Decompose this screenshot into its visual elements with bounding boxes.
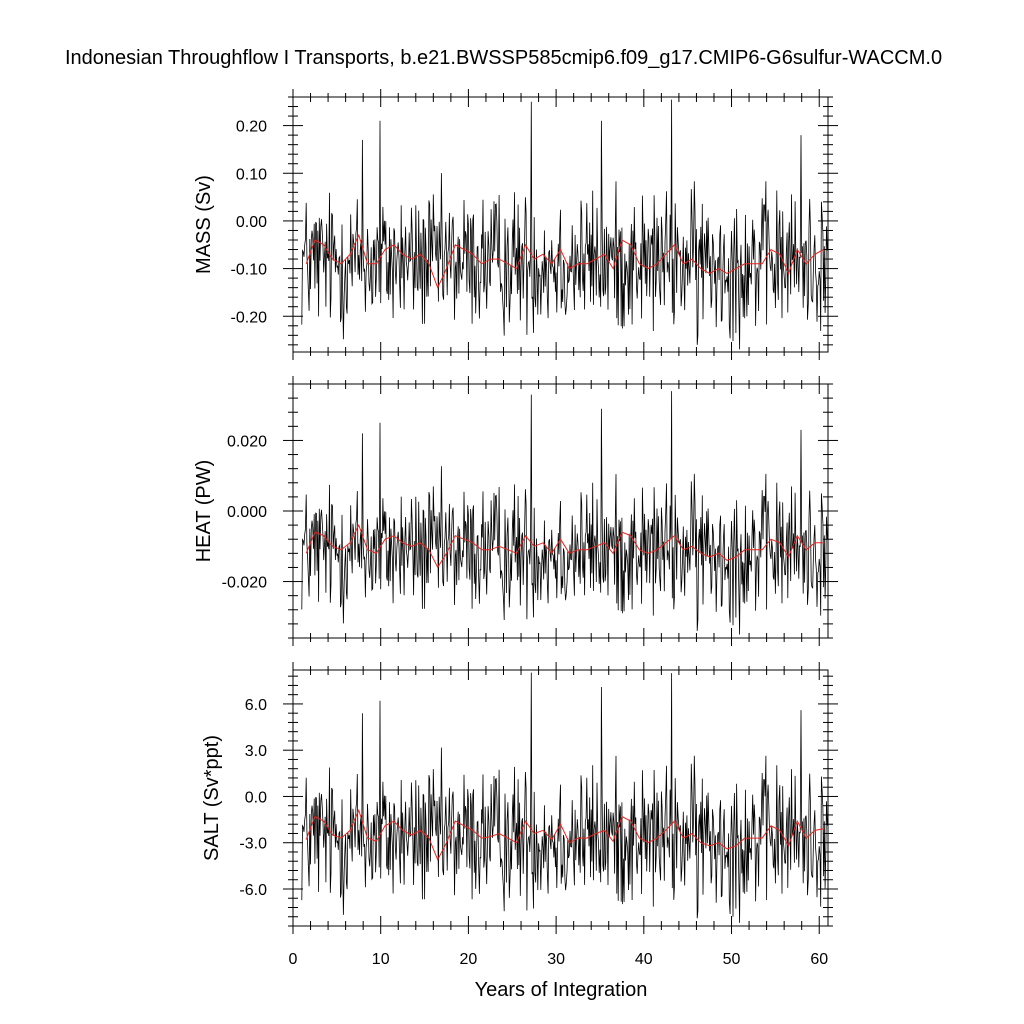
x-tick-label: 20 xyxy=(460,951,478,968)
x-axis-label: Years of Integration xyxy=(475,979,648,1001)
x-tick-label: 10 xyxy=(372,951,390,968)
y-tick-label: 0.10 xyxy=(236,166,267,183)
y-tick-label: -0.20 xyxy=(231,309,268,326)
y-tick-label: 0.0 xyxy=(245,789,267,806)
annual-mean-line xyxy=(305,808,824,861)
plot-frame xyxy=(292,669,829,927)
y-tick-label: 0.020 xyxy=(227,433,267,450)
x-tick-label: 30 xyxy=(547,951,565,968)
x-tick-label: 60 xyxy=(810,951,828,968)
annual-mean-line xyxy=(305,233,824,290)
y-tick-label: 0.000 xyxy=(227,504,267,521)
panel-1: -0.020 0.000 0.020 HEAT (PW) xyxy=(193,376,838,646)
y-tick-label: -0.10 xyxy=(231,262,268,279)
panel-0: -0.20 -0.10 0.00 0.10 0.20 MASS (Sv) xyxy=(193,89,838,360)
y-tick-label: -3.0 xyxy=(239,836,267,853)
y-axis-label: SALT (Sv*ppt) xyxy=(201,735,223,861)
y-tick-label: 0.00 xyxy=(236,214,267,231)
x-tick-label: 0 xyxy=(289,951,298,968)
annual-mean-line xyxy=(305,523,824,569)
y-tick-label: -6.0 xyxy=(239,882,267,899)
y-tick-label: 0.20 xyxy=(236,119,267,136)
monthly-series-line xyxy=(301,99,828,350)
y-axis-label: MASS (Sv) xyxy=(193,175,215,274)
monthly-series-line xyxy=(301,391,828,635)
chart-title: Indonesian Throughflow I Transports, b.e… xyxy=(65,47,943,69)
y-tick-label: 6.0 xyxy=(245,697,267,714)
x-tick-label: 40 xyxy=(635,951,653,968)
monthly-series-line xyxy=(301,672,828,923)
x-tick-label: 50 xyxy=(723,951,741,968)
y-axis-label: HEAT (PW) xyxy=(193,460,215,563)
y-tick-label: -0.020 xyxy=(222,575,267,592)
y-tick-label: 3.0 xyxy=(245,743,267,760)
plot-frame xyxy=(292,96,829,353)
panel-2: -6.0 -3.0 0.0 3.0 6.0 SALT (Sv*ppt) xyxy=(201,662,838,934)
